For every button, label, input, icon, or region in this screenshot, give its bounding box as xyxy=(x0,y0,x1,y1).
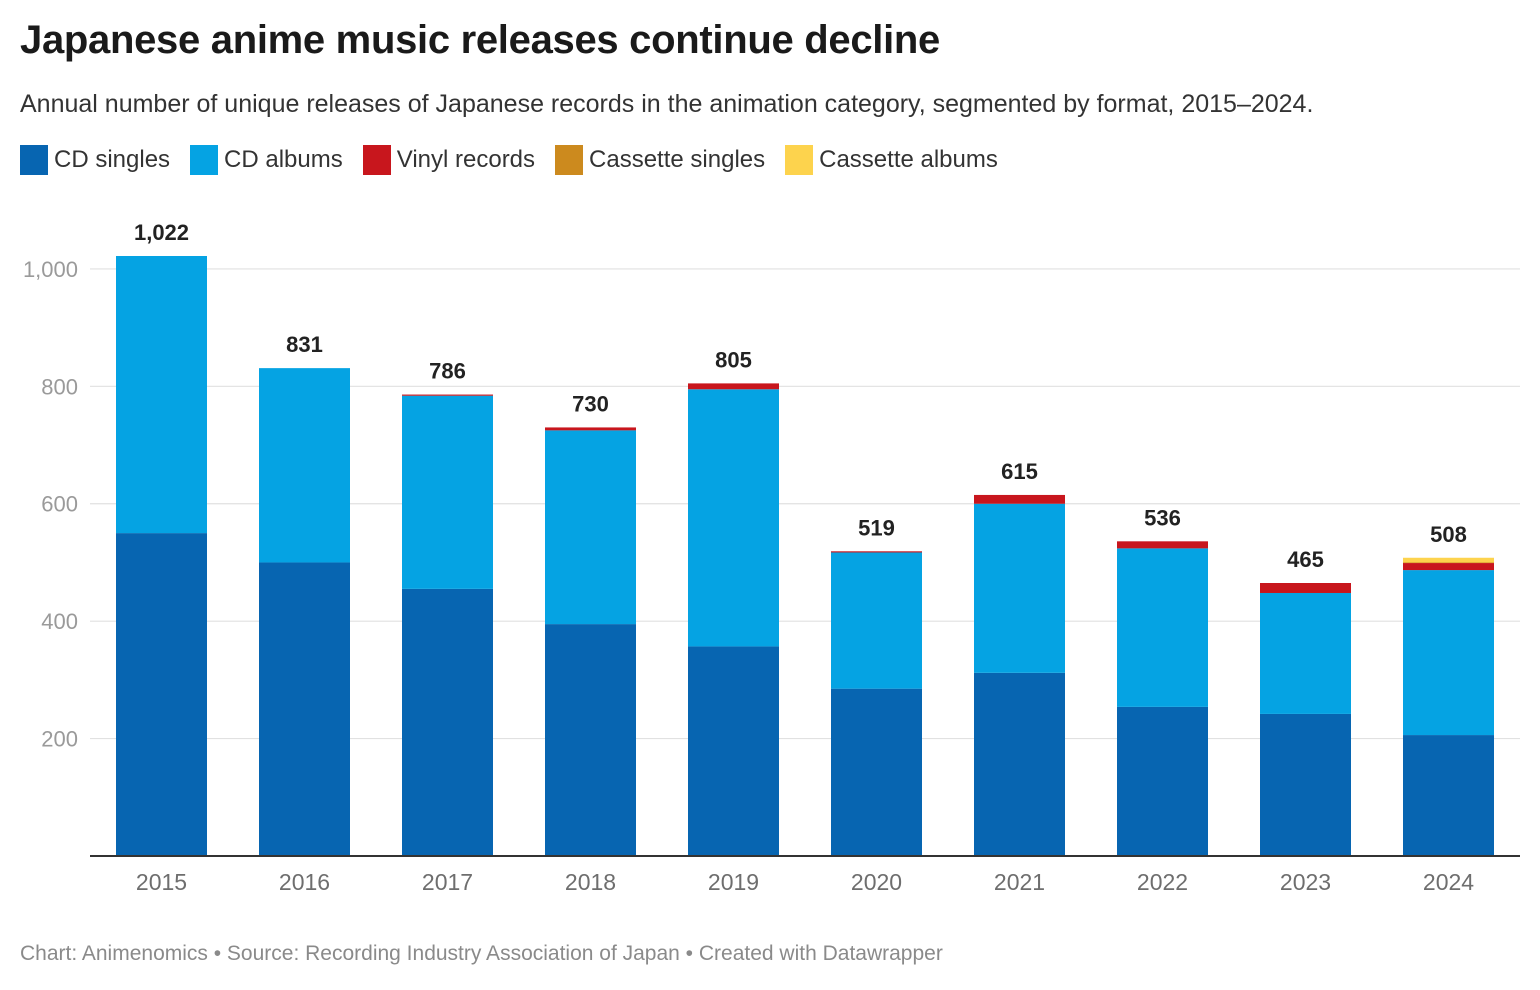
x-tick-label-2024: 2024 xyxy=(1423,869,1474,895)
bar-cd-singles-2019 xyxy=(688,646,779,856)
total-label-2016: 831 xyxy=(286,332,323,357)
legend-swatch-cassette-albums xyxy=(785,145,814,175)
bar-cassette-singles-2024 xyxy=(1403,562,1494,564)
y-axis-ticks: 200 400 600 800 1,000 xyxy=(23,257,78,752)
legend-item-cassette-singles: Cassette singles xyxy=(555,145,765,175)
legend-item-cd-singles: CD singles xyxy=(20,145,170,175)
x-tick-label-2020: 2020 xyxy=(851,869,902,895)
legend-item-vinyl-records: Vinyl records xyxy=(362,145,536,175)
bar-cd-albums-2016 xyxy=(259,368,350,563)
total-label-2017: 786 xyxy=(429,359,466,384)
total-label-2024: 508 xyxy=(1430,522,1467,547)
bar-cd-albums-2019 xyxy=(688,389,779,647)
bar-vinyl-records-2019 xyxy=(688,383,779,390)
legend-swatch-cd-singles xyxy=(20,145,48,175)
bar-cd-singles-2017 xyxy=(402,588,493,856)
bar-cd-singles-2015 xyxy=(116,533,207,856)
x-tick-label-2023: 2023 xyxy=(1280,869,1331,895)
y-tick-label: 600 xyxy=(41,492,78,517)
bar-cd-albums-2015 xyxy=(116,256,207,534)
chart-title: Japanese anime music releases continue d… xyxy=(20,18,940,62)
bar-vinyl-records-2021 xyxy=(974,494,1065,504)
total-label-2020: 519 xyxy=(858,515,895,540)
x-tick-label-2019: 2019 xyxy=(708,869,759,895)
legend-label-vinyl-records: Vinyl records xyxy=(396,146,536,173)
total-label-2021: 615 xyxy=(1001,459,1038,484)
total-label-2018: 730 xyxy=(572,391,609,416)
legend-swatch-cd-albums xyxy=(190,145,219,175)
legend: CD singles CD albums Vinyl records Casse… xyxy=(20,145,998,175)
bar-vinyl-records-2020 xyxy=(831,551,922,553)
total-label-2022: 536 xyxy=(1144,505,1181,530)
total-label-2015: 1,022 xyxy=(134,220,189,245)
bar-cd-singles-2020 xyxy=(831,688,922,856)
chart-subtitle: Annual number of unique releases of Japa… xyxy=(20,90,1314,118)
bars xyxy=(116,256,1494,856)
bar-cd-albums-2018 xyxy=(545,430,636,625)
chart-footer-credit: Chart: Animenomics • Source: Recording I… xyxy=(20,942,943,965)
bar-cd-albums-2020 xyxy=(831,552,922,689)
bar-cd-albums-2017 xyxy=(402,395,493,589)
bar-vinyl-records-2023 xyxy=(1260,583,1351,593)
bar-vinyl-records-2017 xyxy=(402,394,493,396)
bar-cd-albums-2023 xyxy=(1260,592,1351,714)
bar-cd-singles-2016 xyxy=(259,562,350,856)
y-tick-label: 1,000 xyxy=(23,257,78,282)
y-tick-label: 800 xyxy=(41,374,78,399)
bar-vinyl-records-2018 xyxy=(545,427,636,431)
bar-cd-singles-2022 xyxy=(1117,706,1208,856)
legend-item-cd-albums: CD albums xyxy=(190,145,343,175)
bar-cd-singles-2024 xyxy=(1403,735,1494,856)
legend-swatch-vinyl-records xyxy=(362,145,391,175)
x-tick-label-2017: 2017 xyxy=(422,869,473,895)
total-label-2019: 805 xyxy=(715,347,752,372)
x-axis-ticks: 2015 2016 2017 2018 2019 2020 2021 2022 2023 2024 xyxy=(136,869,1474,895)
bar-cd-singles-2018 xyxy=(545,624,636,856)
x-tick-label-2018: 2018 xyxy=(565,869,616,895)
bar-cd-albums-2021 xyxy=(974,503,1065,673)
legend-label-cassette-singles: Cassette singles xyxy=(589,146,766,173)
bar-cd-albums-2022 xyxy=(1117,548,1208,707)
total-labels: 1,022 831 786 730 805 519 615 536 465 508 xyxy=(134,220,1467,572)
legend-swatch-cassette-singles xyxy=(555,145,584,175)
bar-vinyl-records-2022 xyxy=(1117,541,1208,549)
x-tick-label-2015: 2015 xyxy=(136,869,187,895)
bar-cd-albums-2024 xyxy=(1403,570,1494,736)
legend-item-cassette-albums: Cassette albums xyxy=(785,145,998,175)
bar-cd-singles-2023 xyxy=(1260,713,1351,856)
y-tick-label: 200 xyxy=(41,727,78,752)
legend-label-cd-albums: CD albums xyxy=(224,146,343,173)
legend-label-cd-singles: CD singles xyxy=(54,146,171,173)
y-tick-label: 400 xyxy=(41,609,78,634)
bar-cd-singles-2021 xyxy=(974,672,1065,856)
x-tick-label-2022: 2022 xyxy=(1137,869,1188,895)
bar-vinyl-records-2024 xyxy=(1403,563,1494,571)
x-tick-label-2021: 2021 xyxy=(994,869,1045,895)
legend-label-cassette-albums: Cassette albums xyxy=(819,146,998,173)
total-label-2023: 465 xyxy=(1287,547,1324,572)
bar-cassette-albums-2024 xyxy=(1403,557,1494,563)
x-tick-label-2016: 2016 xyxy=(279,869,330,895)
